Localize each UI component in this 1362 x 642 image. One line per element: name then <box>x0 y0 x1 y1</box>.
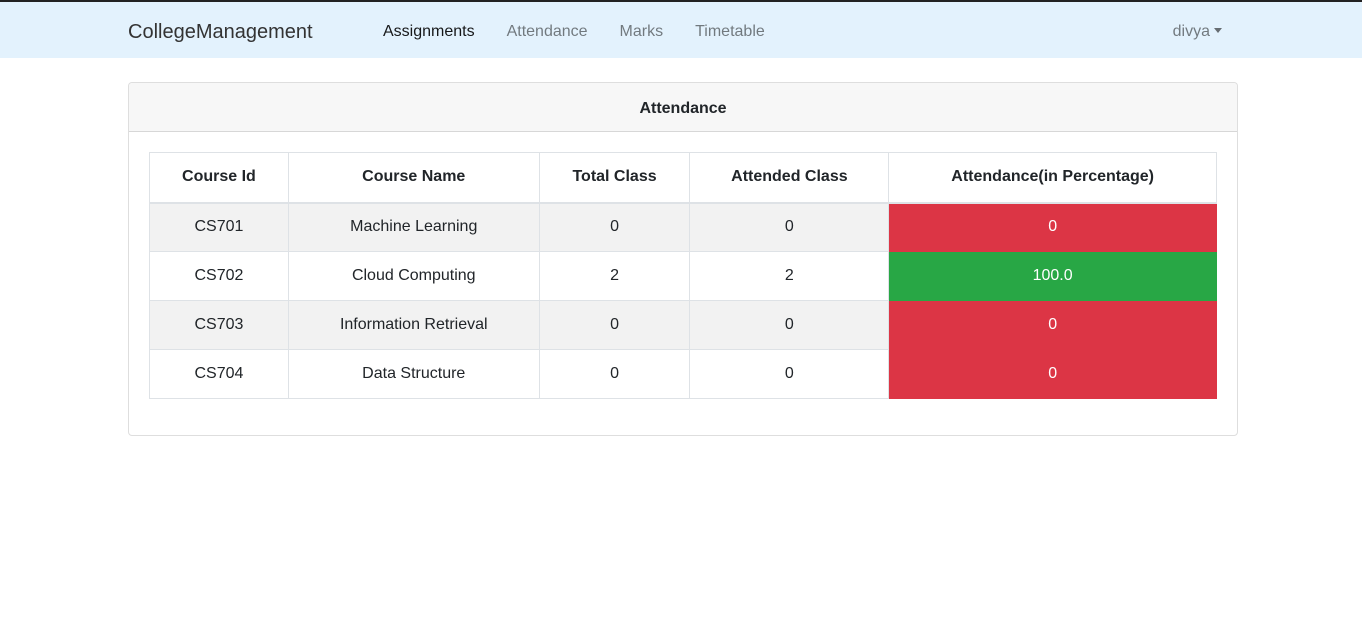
user-dropdown[interactable]: divya <box>1173 2 1222 62</box>
attendance-percentage-cell: 0 <box>888 349 1217 399</box>
top-border <box>0 0 1362 2</box>
table-row: CS703 Information Retrieval 0 0 0 <box>149 300 1217 350</box>
attendance-percentage-cell: 0 <box>888 202 1217 252</box>
user-name: divya <box>1172 23 1210 40</box>
course-id-cell: CS703 <box>149 300 289 350</box>
attended-class-cell: 0 <box>689 349 890 399</box>
nav-attendance[interactable]: Attendance <box>506 23 588 40</box>
course-name-cell: Machine Learning <box>287 202 540 252</box>
caret-down-icon <box>1214 28 1222 33</box>
total-class-cell: 0 <box>538 349 691 399</box>
column-header-course-id: Course Id <box>149 152 289 204</box>
card-title: Attendance <box>129 83 1237 132</box>
course-id-cell: CS704 <box>149 349 289 399</box>
attendance-percentage-cell: 100.0 <box>888 251 1217 301</box>
column-header-attendance-percentage: Attendance(in Percentage) <box>888 152 1217 204</box>
attended-class-cell: 0 <box>689 202 890 252</box>
total-class-cell: 0 <box>538 300 691 350</box>
course-name-cell: Information Retrieval <box>287 300 540 350</box>
table-row: CS704 Data Structure 0 0 0 <box>149 349 1217 399</box>
column-header-attended-class: Attended Class <box>689 152 890 204</box>
column-header-course-name: Course Name <box>287 152 540 204</box>
table-row: CS701 Machine Learning 0 0 0 <box>149 202 1217 252</box>
navbar: CollegeManagement Assignments Attendance… <box>0 2 1362 58</box>
total-class-cell: 0 <box>538 202 691 252</box>
table-header-row: Course Id Course Name Total Class Attend… <box>149 152 1217 204</box>
attended-class-cell: 0 <box>689 300 890 350</box>
nav-marks[interactable]: Marks <box>619 23 664 40</box>
nav-links: Assignments Attendance Marks Timetable <box>383 2 797 58</box>
total-class-cell: 2 <box>538 251 691 301</box>
course-name-cell: Data Structure <box>287 349 540 399</box>
course-id-cell: CS701 <box>149 202 289 252</box>
nav-timetable[interactable]: Timetable <box>695 23 765 40</box>
nav-assignments[interactable]: Assignments <box>383 23 475 40</box>
column-header-total-class: Total Class <box>538 152 691 204</box>
attended-class-cell: 2 <box>689 251 890 301</box>
brand-link[interactable]: CollegeManagement <box>128 21 313 43</box>
attendance-percentage-cell: 0 <box>888 300 1217 350</box>
attendance-card: Attendance Course Id Course Name Total C… <box>128 82 1238 436</box>
course-name-cell: Cloud Computing <box>287 251 540 301</box>
course-id-cell: CS702 <box>149 251 289 301</box>
table-row: CS702 Cloud Computing 2 2 100.0 <box>149 251 1217 301</box>
attendance-table: Course Id Course Name Total Class Attend… <box>149 152 1217 399</box>
